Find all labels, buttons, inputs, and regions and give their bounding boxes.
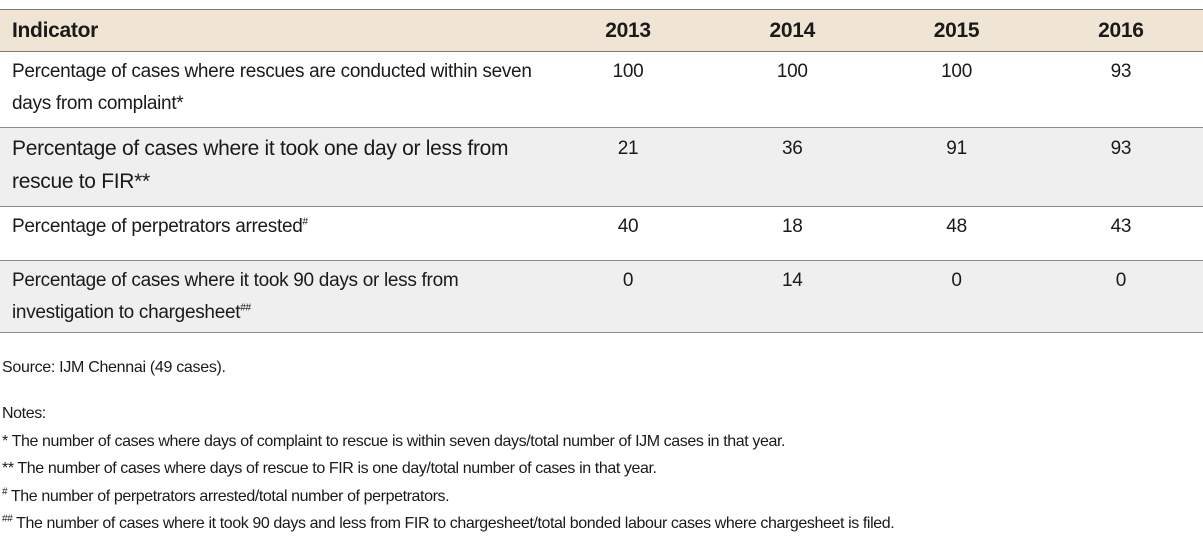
source-note: Source: IJM Chennai (49 cases).: [2, 359, 226, 376]
value-cell-2013: 0: [622, 270, 634, 291]
footnote-mark: #: [302, 216, 309, 228]
indicator-cell: Percentage of perpetrators arrested#: [0, 207, 546, 261]
table-row: Percentage of cases where rescues are co…: [0, 52, 1203, 128]
note-mark: ##: [2, 513, 13, 525]
table-row: Percentage of cases where it took one da…: [0, 127, 1203, 207]
notes-section: Notes: * The number of cases where days …: [2, 400, 895, 538]
value-cell-2014: 14: [782, 270, 803, 291]
value-cell-2014: 100: [776, 61, 808, 82]
indicator-cell: Percentage of cases where it took one da…: [0, 128, 546, 207]
table-header-row: Indicator 2013 2014 2015 2016: [0, 9, 1203, 52]
note-item: ** The number of cases where days of res…: [2, 455, 894, 483]
indicator-line: investigation to chargesheet: [12, 302, 241, 323]
indicator-cell: Percentage of cases where rescues are co…: [0, 52, 546, 128]
header-2013: 2013: [545, 9, 711, 52]
value-cell-2016: 93: [1110, 61, 1132, 82]
table-row: Percentage of perpetrators arrested# 40 …: [0, 207, 1203, 261]
value-cell-2014: 36: [782, 138, 803, 159]
table-row: Percentage of cases where it took 90 day…: [0, 260, 1203, 333]
value-cell-2016: 43: [1110, 216, 1132, 237]
value-cell-2016: 0: [1115, 270, 1127, 291]
value-cell-2016: 93: [1110, 138, 1132, 159]
note-text: ** The number of cases where days of res…: [2, 460, 657, 477]
note-text: * The number of cases where days of comp…: [2, 432, 786, 450]
header-2014: 2014: [710, 9, 875, 52]
indicator-line: Percentage of perpetrators arrested: [12, 216, 303, 237]
note-item: ## The number of cases where it took 90 …: [2, 510, 895, 538]
value-cell-2015: 0: [951, 270, 962, 291]
notes-heading: Notes:: [2, 405, 46, 422]
header-indicator: Indicator: [0, 9, 546, 52]
indicator-cell: Percentage of cases where it took 90 day…: [0, 261, 546, 333]
note-item: # The number of perpetrators arrested/to…: [2, 483, 894, 511]
value-cell-2013: 100: [612, 61, 644, 82]
value-cell-2015: 100: [941, 61, 972, 82]
header-2016: 2016: [1038, 9, 1203, 52]
indicator-line: Percentage of cases where rescues are co…: [12, 61, 532, 82]
value-cell-2015: 91: [946, 138, 967, 159]
note-item: * The number of cases where days of comp…: [2, 428, 894, 456]
indicator-table: Indicator 2013 2014 2015 2016 Percentage…: [0, 9, 1203, 333]
footnote-mark: ##: [240, 302, 251, 314]
indicator-line: Percentage of cases where it took 90 day…: [12, 270, 459, 291]
note-text: The number of perpetrators arrested/tota…: [7, 487, 450, 505]
value-cell-2013: 40: [617, 216, 639, 237]
value-cell-2013: 21: [617, 138, 639, 159]
note-mark: #: [2, 486, 8, 498]
value-cell-2014: 18: [782, 216, 803, 237]
indicator-table-container: Indicator 2013 2014 2015 2016 Percentage…: [0, 9, 1203, 333]
header-2015: 2015: [874, 9, 1039, 52]
indicator-line: rescue to FIR**: [12, 170, 150, 193]
indicator-line: Percentage of cases where it took one da…: [12, 137, 509, 160]
indicator-line: days from complaint*: [12, 93, 184, 114]
note-text: The number of cases where it took 90 day…: [12, 515, 895, 532]
value-cell-2015: 48: [946, 216, 967, 237]
